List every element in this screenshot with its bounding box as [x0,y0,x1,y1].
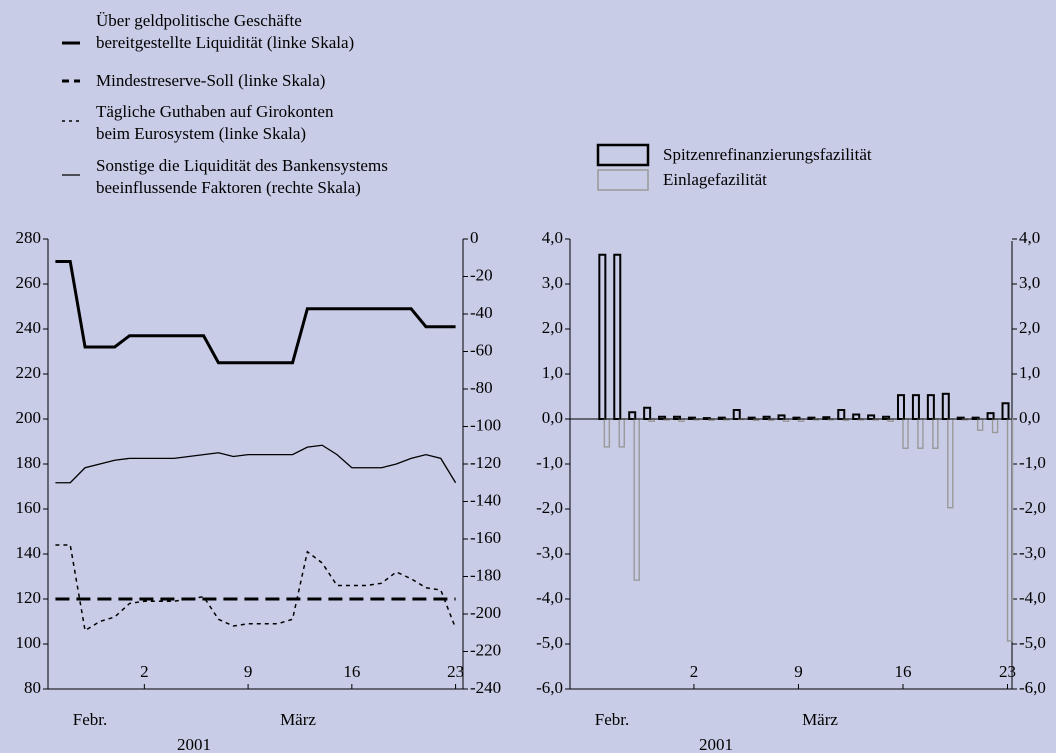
y2-tick-label: -3,0 [1019,543,1046,562]
bar [932,418,939,449]
y-tick-label: 100 [16,633,42,652]
y-tick-label: -4,0 [536,588,563,607]
y-tick-label: 160 [16,498,42,517]
x-period-label: Febr. [73,710,107,729]
bar [917,418,924,449]
bar [603,418,611,448]
y2-tick-label: 4,0 [1019,228,1040,247]
legend-label: Sonstige die Liquidität des Bankensystem… [96,156,388,197]
y2-tick-label: -4,0 [1019,588,1046,607]
y-tick-label: 4,0 [542,228,563,247]
bar [986,412,995,420]
line-series [55,444,457,484]
legend-label: Tägliche Guthaben auf Girokonten beim Eu… [96,102,334,143]
y2-tick-label: -120 [470,453,501,472]
bar [643,406,652,420]
x-period-label: März [802,710,838,729]
line-series [55,260,456,365]
legend-label: Über geldpolitische Geschäfte bereitgest… [96,11,355,52]
y2-tick-label: -2,0 [1019,498,1046,517]
bar [837,409,846,420]
y-tick-label: -3,0 [536,543,563,562]
y2-tick-label: -140 [470,490,501,509]
y2-tick-label: -20 [470,265,493,284]
legend-label: Einlagefazilität [663,170,767,189]
y-tick-label: -1,0 [536,453,563,472]
bar [633,418,640,581]
bar [618,418,625,448]
x-tick-label: 2 [140,662,149,681]
x-period-label: Febr. [595,710,629,729]
y2-tick-label: -6,0 [1019,678,1046,697]
x-tick-label: 23 [447,662,464,681]
line-series [55,544,457,632]
legend-swatch [597,169,649,191]
y-tick-label: 260 [16,273,42,292]
x-tick-label: 9 [794,662,803,681]
bar [947,418,954,509]
x-tick-label: 2 [690,662,699,681]
y2-tick-label: -5,0 [1019,633,1046,652]
y-tick-label: 240 [16,318,42,337]
y-tick-label: -6,0 [536,678,563,697]
y2-tick-label: 2,0 [1019,318,1040,337]
y-tick-label: 2,0 [542,318,563,337]
bar [941,392,950,420]
y-tick-label: 80 [24,678,41,697]
bar [628,411,637,420]
y2-tick-label: 1,0 [1019,363,1040,382]
y2-tick-label: -40 [470,303,493,322]
bar [991,418,999,434]
y-tick-label: 120 [16,588,42,607]
y2-tick-label: 0,0 [1019,408,1040,427]
bar [902,418,909,449]
y2-tick-label: -60 [470,340,493,359]
y-tick-label: -5,0 [536,633,563,652]
bar [598,253,607,420]
x-year-label: 2001 [177,735,211,753]
bar [732,409,741,420]
y2-tick-label: -220 [470,640,501,659]
y-tick-label: 180 [16,453,42,472]
y2-tick-label: -240 [470,678,501,697]
bar [613,253,622,420]
x-tick-label: 9 [244,662,253,681]
x-year-label: 2001 [699,735,733,753]
y2-tick-label: -200 [470,603,501,622]
legend-swatch [596,143,650,167]
x-tick-label: 16 [894,662,911,681]
y2-tick-label: 0 [470,228,479,247]
bar [926,394,935,420]
y2-tick-label: -160 [470,528,501,547]
x-tick-label: 23 [999,662,1016,681]
bar [896,394,905,420]
x-period-label: März [280,710,316,729]
y-tick-label: 1,0 [542,363,563,382]
y-tick-label: 140 [16,543,42,562]
y2-tick-label: -80 [470,378,493,397]
y2-tick-label: -100 [470,415,501,434]
legend-label: Mindestreserve-Soll (linke Skala) [96,71,326,90]
y2-tick-label: -180 [470,565,501,584]
bar [976,418,984,431]
y2-tick-label: -1,0 [1019,453,1046,472]
y-tick-label: 200 [16,408,42,427]
bar [911,394,920,420]
y-tick-label: 220 [16,363,42,382]
bar [1001,402,1010,420]
y-tick-label: 3,0 [542,273,563,292]
x-tick-label: 16 [343,662,360,681]
y-tick-label: 0,0 [542,408,563,427]
y-tick-label: 280 [16,228,42,247]
y2-tick-label: 3,0 [1019,273,1040,292]
y-tick-label: -2,0 [536,498,563,517]
legend-label: Spitzenrefinanzierungsfazilität [663,145,872,164]
